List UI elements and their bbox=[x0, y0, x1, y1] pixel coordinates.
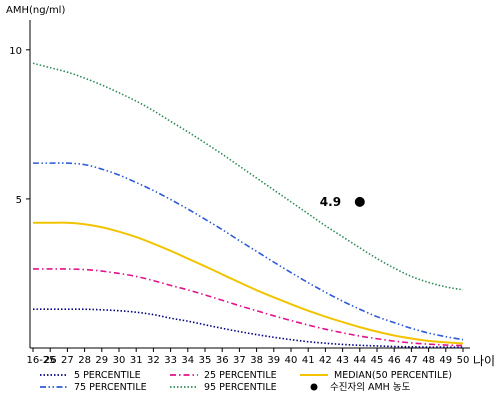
series-line bbox=[33, 268, 464, 347]
x-tick-label: 29 bbox=[95, 355, 108, 366]
series-line bbox=[33, 221, 464, 345]
x-tick-label: 45 bbox=[371, 355, 384, 366]
legend-marker-label: 수진자의 AMH 농도 bbox=[330, 382, 411, 393]
series-layer bbox=[32, 62, 464, 349]
legend-label: 25 PERCENTILE bbox=[204, 370, 277, 381]
series-line bbox=[32, 162, 464, 341]
legend-label: 75 PERCENTILE bbox=[74, 382, 147, 393]
series-line bbox=[33, 308, 464, 349]
y-tick-label: 10 bbox=[9, 46, 22, 57]
x-tick-label: 48 bbox=[422, 355, 435, 366]
x-tick-label: 28 bbox=[78, 355, 91, 366]
x-tick-label: 41 bbox=[302, 355, 315, 366]
legend-label: 5 PERCENTILE bbox=[74, 370, 141, 381]
x-tick-label: 34 bbox=[181, 355, 194, 366]
legend-label: MEDIAN(50 PERCENTILE) bbox=[334, 370, 452, 381]
x-tick-label: 44 bbox=[353, 355, 366, 366]
legend: 5 PERCENTILE 25 PERCENTILE MEDIAN(50 PERCE… bbox=[40, 370, 452, 393]
y-axis-label: AMH(ng/ml) bbox=[6, 5, 65, 16]
x-tick-label: 40 bbox=[285, 355, 298, 366]
legend-marker-dot bbox=[310, 383, 318, 391]
x-tick-label: 38 bbox=[250, 355, 263, 366]
x-tick-label: 43 bbox=[336, 355, 349, 366]
y-tick-label: 5 bbox=[16, 195, 22, 206]
x-tick-label: 35 bbox=[199, 355, 212, 366]
x-tick-label: 16-25 bbox=[26, 355, 55, 366]
x-tick-label: 30 bbox=[113, 355, 126, 366]
x-tick-label: 49 bbox=[439, 355, 452, 366]
x-tick-label: 31 bbox=[130, 355, 143, 366]
patient-amh-value-label: 4.9 bbox=[320, 195, 341, 209]
legend-label: 95 PERCENTILE bbox=[204, 382, 277, 393]
x-tick-label: 27 bbox=[61, 355, 74, 366]
x-tick-label: 39 bbox=[267, 355, 280, 366]
x-tick-label: 50 bbox=[457, 355, 470, 366]
marker-layer: 4.9 bbox=[320, 195, 365, 209]
x-tick-label: 37 bbox=[233, 355, 246, 366]
x-tick-label: 47 bbox=[405, 355, 418, 366]
series-line bbox=[32, 62, 464, 291]
x-axis-unit-label: 나이 bbox=[473, 354, 495, 368]
x-tick-label: 33 bbox=[164, 355, 177, 366]
patient-amh-point bbox=[354, 196, 365, 207]
x-tick-label: 32 bbox=[147, 355, 160, 366]
x-tick-label: 42 bbox=[319, 355, 332, 366]
x-tick-label: 26 bbox=[44, 355, 57, 366]
x-tick-label: 36 bbox=[216, 355, 229, 366]
x-tick-label: 46 bbox=[388, 355, 401, 366]
